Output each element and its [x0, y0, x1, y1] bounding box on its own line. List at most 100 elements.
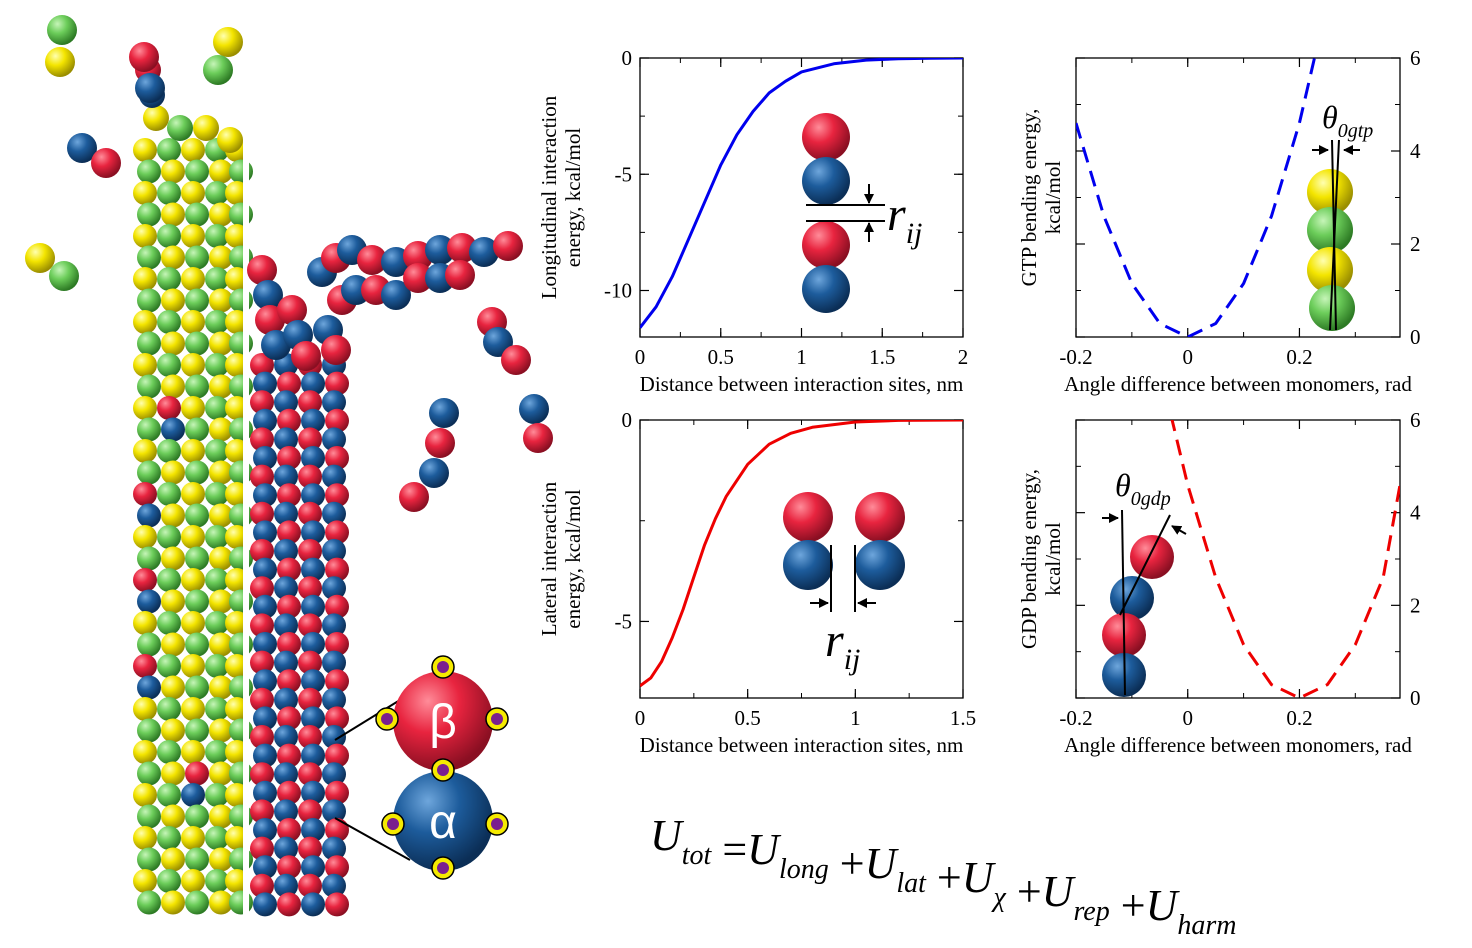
x-tick-label: -0.2 [1059, 345, 1092, 369]
monomer-sphere [301, 706, 325, 731]
monomer-sphere [277, 295, 307, 325]
monomer-sphere [274, 613, 298, 638]
monomer-sphere [277, 371, 301, 396]
monomer-sphere [181, 525, 205, 549]
monomer-sphere [185, 288, 209, 313]
monomer-sphere [161, 374, 185, 399]
y-tick-label: 6 [1410, 46, 1421, 70]
monomer-sphere [161, 890, 185, 915]
monomer-sphere [429, 398, 459, 428]
monomer-sphere [185, 761, 209, 786]
plot-frame [639, 57, 964, 338]
monomer-sphere [181, 611, 205, 635]
monomer-sphere [301, 892, 325, 917]
monomer-sphere [250, 501, 274, 526]
y-axis-label: kcal/mol [1041, 161, 1065, 235]
monomer-sphere [325, 855, 349, 880]
monomer-sphere [322, 873, 346, 898]
monomer-sphere [399, 482, 429, 512]
monomer-sphere [209, 417, 233, 442]
monomer-sphere [181, 138, 205, 162]
monomer-sphere [253, 371, 277, 396]
monomer-sphere [167, 115, 193, 141]
monomer-sphere [209, 546, 233, 571]
monomer-sphere [209, 847, 233, 872]
monomer-sphere [325, 780, 349, 805]
monomer-sphere [802, 265, 850, 313]
monomer-sphere [137, 546, 161, 571]
leader-line [334, 699, 401, 741]
monomer-sphere [274, 873, 298, 898]
monomer-sphere [253, 669, 277, 694]
monomer-sphere [325, 594, 349, 619]
monomer-sphere [185, 331, 209, 356]
monomer-sphere [783, 492, 833, 542]
monomer-sphere [161, 460, 185, 485]
monomer-sphere [250, 390, 274, 415]
monomer-sphere [298, 539, 322, 563]
monomer-sphere [205, 611, 229, 635]
monomer-sphere [253, 892, 277, 917]
monomer-sphere [157, 310, 181, 334]
monomer-sphere [250, 650, 274, 675]
monomer-sphere [205, 353, 229, 377]
monomer-sphere [325, 892, 349, 917]
monomer-sphere [250, 353, 274, 377]
monomer-sphere [47, 15, 77, 45]
monomer-sphere [325, 446, 349, 470]
monomer-sphere [229, 804, 253, 829]
x-axis-label: Distance between interaction sites, nm [640, 372, 964, 396]
monomer-sphere [321, 335, 351, 365]
x-tick-label: 0 [1182, 345, 1193, 369]
monomer-sphere [445, 260, 475, 290]
monomer-sphere [298, 501, 322, 526]
x-tick-label: 0.2 [1286, 706, 1312, 730]
monomer-sphere [181, 482, 205, 506]
monomer-sphere [322, 576, 346, 601]
interaction-site-core [491, 818, 503, 830]
monomer-sphere [277, 706, 301, 731]
monomer-sphere [1130, 535, 1174, 579]
monomer-sphere [250, 613, 274, 638]
monomer-sphere [325, 557, 349, 582]
monomer-sphere [181, 869, 205, 893]
monomer-sphere [301, 557, 325, 582]
monomer-sphere [157, 869, 181, 893]
monomer-sphere [229, 417, 253, 442]
monomer-sphere [205, 482, 229, 506]
monomer-sphere [161, 675, 185, 700]
monomer-sphere [274, 687, 298, 712]
x-tick-label: 0 [1182, 706, 1193, 730]
monomer-sphere [403, 263, 433, 293]
monomer-sphere [322, 762, 346, 787]
y-tick-label: 2 [1410, 232, 1421, 256]
monomer-sphere [209, 632, 233, 657]
monomer-sphere [181, 439, 205, 463]
monomer-sphere [185, 847, 209, 872]
monomer-sphere [157, 826, 181, 850]
monomer-sphere [157, 267, 181, 291]
monomer-sphere [185, 675, 209, 700]
monomer-sphere [135, 73, 165, 103]
monomer-sphere [381, 280, 411, 310]
monomer-sphere [783, 540, 833, 590]
arrow [1171, 525, 1187, 535]
y-tick-label: 0 [1410, 686, 1421, 710]
monomer-sphere [298, 427, 322, 452]
beta-label: β [429, 696, 457, 749]
series-line [1076, 58, 1317, 337]
monomer-sphere [185, 589, 209, 614]
leader-line [334, 817, 411, 861]
monomer-sphere [157, 783, 181, 807]
inset-lateral: rij [783, 492, 905, 676]
monomer-sphere [181, 740, 205, 764]
inset-longitudinal: rij [802, 113, 922, 313]
monomer-sphere [274, 799, 298, 824]
reference-line [1119, 514, 1171, 616]
monomer-sphere [301, 818, 325, 842]
y-tick-label: -5 [615, 609, 633, 633]
monomer-sphere [301, 855, 325, 880]
charts-panel: 0 0.5 1 1.5 2 0 -5 -10 Distance between interact… [537, 46, 1421, 757]
monomer-sphere [133, 353, 157, 377]
monomer-sphere [91, 148, 121, 178]
